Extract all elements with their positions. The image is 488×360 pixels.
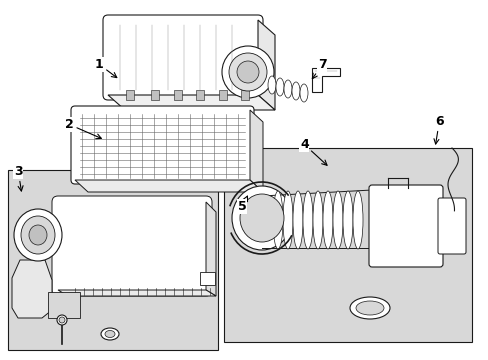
Text: 4: 4	[299, 138, 326, 165]
Polygon shape	[258, 20, 274, 110]
Ellipse shape	[272, 191, 283, 249]
Text: 1: 1	[95, 58, 117, 78]
Polygon shape	[249, 110, 263, 192]
Ellipse shape	[237, 61, 259, 83]
Ellipse shape	[14, 209, 62, 261]
Ellipse shape	[332, 191, 342, 249]
Ellipse shape	[57, 315, 67, 325]
Bar	[174, 90, 182, 100]
Ellipse shape	[291, 82, 299, 100]
Ellipse shape	[101, 328, 119, 340]
Polygon shape	[205, 202, 216, 296]
Ellipse shape	[21, 216, 55, 254]
Polygon shape	[108, 95, 274, 110]
Ellipse shape	[299, 84, 307, 102]
FancyBboxPatch shape	[52, 196, 212, 296]
Polygon shape	[200, 272, 215, 285]
Ellipse shape	[312, 191, 323, 249]
Ellipse shape	[231, 186, 291, 250]
Ellipse shape	[29, 225, 47, 245]
Ellipse shape	[323, 191, 332, 249]
Ellipse shape	[275, 78, 284, 96]
Ellipse shape	[228, 53, 266, 91]
Polygon shape	[311, 68, 339, 92]
Ellipse shape	[355, 301, 383, 315]
Ellipse shape	[342, 191, 352, 249]
Ellipse shape	[292, 191, 303, 249]
FancyBboxPatch shape	[368, 185, 442, 267]
Text: 2: 2	[65, 118, 101, 139]
Ellipse shape	[222, 46, 273, 98]
FancyBboxPatch shape	[437, 198, 465, 254]
Ellipse shape	[303, 191, 312, 249]
FancyBboxPatch shape	[71, 106, 253, 184]
Ellipse shape	[240, 194, 284, 242]
Bar	[219, 90, 226, 100]
Text: 6: 6	[433, 115, 443, 144]
Polygon shape	[58, 290, 216, 296]
Bar	[241, 90, 248, 100]
Text: 3: 3	[14, 165, 23, 191]
Ellipse shape	[59, 317, 65, 323]
Polygon shape	[48, 292, 80, 318]
Text: 7: 7	[312, 58, 326, 79]
Ellipse shape	[284, 80, 291, 98]
Polygon shape	[75, 180, 263, 192]
Polygon shape	[12, 260, 52, 318]
Bar	[196, 90, 203, 100]
Text: 5: 5	[238, 196, 247, 213]
Bar	[126, 90, 134, 100]
Polygon shape	[8, 170, 218, 350]
Polygon shape	[224, 148, 471, 342]
FancyBboxPatch shape	[103, 15, 263, 100]
Ellipse shape	[267, 76, 275, 94]
Ellipse shape	[349, 297, 389, 319]
Ellipse shape	[352, 191, 362, 249]
Bar	[151, 90, 159, 100]
Ellipse shape	[283, 191, 292, 249]
Ellipse shape	[105, 330, 115, 338]
